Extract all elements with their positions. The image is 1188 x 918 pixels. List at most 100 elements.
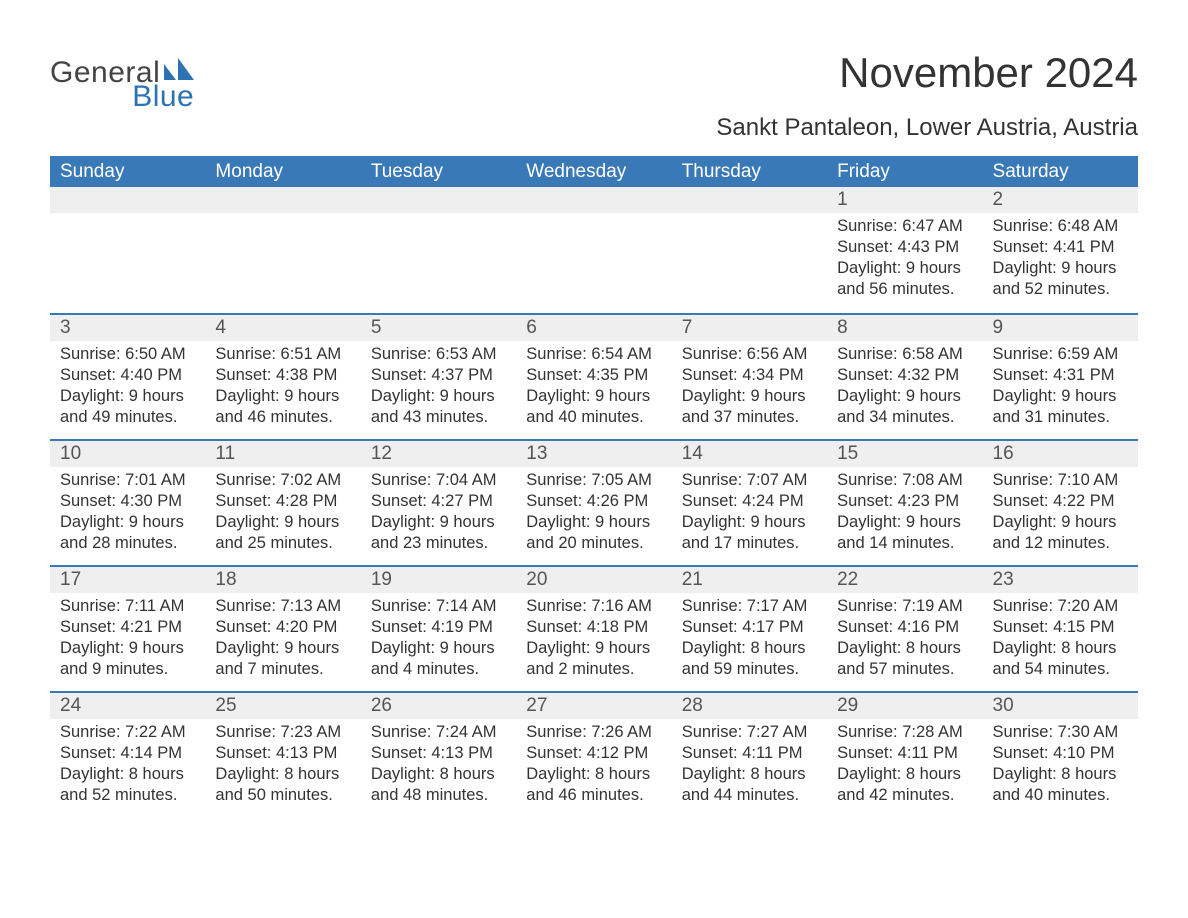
day-body: Sunrise: 6:51 AMSunset: 4:38 PMDaylight:… bbox=[205, 341, 360, 428]
day-number: 5 bbox=[361, 315, 516, 341]
day-number: 16 bbox=[983, 441, 1138, 467]
daylight-line: Daylight: 9 hours and 20 minutes. bbox=[526, 512, 663, 554]
day-body: Sunrise: 7:26 AMSunset: 4:12 PMDaylight:… bbox=[516, 719, 671, 806]
daylight-line: Daylight: 9 hours and 49 minutes. bbox=[60, 386, 197, 428]
daylight-line: Daylight: 9 hours and 14 minutes. bbox=[837, 512, 974, 554]
day-cell bbox=[516, 187, 671, 313]
weeks-container: 1Sunrise: 6:47 AMSunset: 4:43 PMDaylight… bbox=[50, 187, 1138, 817]
sunrise-line: Sunrise: 7:02 AM bbox=[215, 470, 352, 491]
day-cell: 14Sunrise: 7:07 AMSunset: 4:24 PMDayligh… bbox=[672, 441, 827, 565]
calendar: SundayMondayTuesdayWednesdayThursdayFrid… bbox=[50, 156, 1138, 817]
day-body: Sunrise: 7:17 AMSunset: 4:17 PMDaylight:… bbox=[672, 593, 827, 680]
day-body: Sunrise: 7:23 AMSunset: 4:13 PMDaylight:… bbox=[205, 719, 360, 806]
day-number: 18 bbox=[205, 567, 360, 593]
empty-day-header bbox=[205, 187, 360, 213]
daylight-line: Daylight: 9 hours and 46 minutes. bbox=[215, 386, 352, 428]
sunset-line: Sunset: 4:13 PM bbox=[371, 743, 508, 764]
day-cell: 8Sunrise: 6:58 AMSunset: 4:32 PMDaylight… bbox=[827, 315, 982, 439]
empty-day-header bbox=[516, 187, 671, 213]
daylight-line: Daylight: 8 hours and 40 minutes. bbox=[993, 764, 1130, 806]
week-row: 10Sunrise: 7:01 AMSunset: 4:30 PMDayligh… bbox=[50, 439, 1138, 565]
weekday-header-cell: Thursday bbox=[672, 161, 827, 183]
empty-day-header bbox=[361, 187, 516, 213]
sunrise-line: Sunrise: 7:08 AM bbox=[837, 470, 974, 491]
day-body: Sunrise: 6:50 AMSunset: 4:40 PMDaylight:… bbox=[50, 341, 205, 428]
day-body: Sunrise: 7:20 AMSunset: 4:15 PMDaylight:… bbox=[983, 593, 1138, 680]
day-body: Sunrise: 7:28 AMSunset: 4:11 PMDaylight:… bbox=[827, 719, 982, 806]
day-cell bbox=[672, 187, 827, 313]
brand-logo: General Blue bbox=[50, 56, 194, 114]
title-block: November 2024 Sankt Pantaleon, Lower Aus… bbox=[716, 50, 1138, 142]
daylight-line: Daylight: 9 hours and 40 minutes. bbox=[526, 386, 663, 428]
sunrise-line: Sunrise: 7:13 AM bbox=[215, 596, 352, 617]
day-number: 27 bbox=[516, 693, 671, 719]
sunset-line: Sunset: 4:31 PM bbox=[993, 365, 1130, 386]
day-number: 24 bbox=[50, 693, 205, 719]
daylight-line: Daylight: 9 hours and 9 minutes. bbox=[60, 638, 197, 680]
sunset-line: Sunset: 4:10 PM bbox=[993, 743, 1130, 764]
day-cell: 10Sunrise: 7:01 AMSunset: 4:30 PMDayligh… bbox=[50, 441, 205, 565]
page-title: November 2024 bbox=[716, 50, 1138, 96]
brand-text-2: Blue bbox=[132, 80, 194, 114]
day-number: 28 bbox=[672, 693, 827, 719]
page: General Blue November 2024 Sankt Pantale… bbox=[0, 0, 1188, 817]
sunset-line: Sunset: 4:11 PM bbox=[837, 743, 974, 764]
day-number: 23 bbox=[983, 567, 1138, 593]
sunrise-line: Sunrise: 7:24 AM bbox=[371, 722, 508, 743]
sunset-line: Sunset: 4:21 PM bbox=[60, 617, 197, 638]
day-cell: 28Sunrise: 7:27 AMSunset: 4:11 PMDayligh… bbox=[672, 693, 827, 817]
sunset-line: Sunset: 4:22 PM bbox=[993, 491, 1130, 512]
day-cell bbox=[361, 187, 516, 313]
day-cell: 21Sunrise: 7:17 AMSunset: 4:17 PMDayligh… bbox=[672, 567, 827, 691]
day-number: 3 bbox=[50, 315, 205, 341]
day-number: 4 bbox=[205, 315, 360, 341]
day-number: 14 bbox=[672, 441, 827, 467]
day-number: 26 bbox=[361, 693, 516, 719]
day-number: 30 bbox=[983, 693, 1138, 719]
sunrise-line: Sunrise: 7:30 AM bbox=[993, 722, 1130, 743]
day-cell: 7Sunrise: 6:56 AMSunset: 4:34 PMDaylight… bbox=[672, 315, 827, 439]
day-cell: 1Sunrise: 6:47 AMSunset: 4:43 PMDaylight… bbox=[827, 187, 982, 313]
sunset-line: Sunset: 4:40 PM bbox=[60, 365, 197, 386]
sunset-line: Sunset: 4:43 PM bbox=[837, 237, 974, 258]
day-cell: 12Sunrise: 7:04 AMSunset: 4:27 PMDayligh… bbox=[361, 441, 516, 565]
weekday-header-cell: Saturday bbox=[983, 161, 1138, 183]
weekday-header-row: SundayMondayTuesdayWednesdayThursdayFrid… bbox=[50, 156, 1138, 187]
daylight-line: Daylight: 9 hours and 52 minutes. bbox=[993, 258, 1130, 300]
daylight-line: Daylight: 8 hours and 42 minutes. bbox=[837, 764, 974, 806]
day-body: Sunrise: 7:10 AMSunset: 4:22 PMDaylight:… bbox=[983, 467, 1138, 554]
day-body: Sunrise: 7:11 AMSunset: 4:21 PMDaylight:… bbox=[50, 593, 205, 680]
day-number: 21 bbox=[672, 567, 827, 593]
sunrise-line: Sunrise: 7:07 AM bbox=[682, 470, 819, 491]
sunrise-line: Sunrise: 6:48 AM bbox=[993, 216, 1130, 237]
daylight-line: Daylight: 9 hours and 4 minutes. bbox=[371, 638, 508, 680]
day-cell: 27Sunrise: 7:26 AMSunset: 4:12 PMDayligh… bbox=[516, 693, 671, 817]
sunset-line: Sunset: 4:19 PM bbox=[371, 617, 508, 638]
sunrise-line: Sunrise: 6:54 AM bbox=[526, 344, 663, 365]
day-body: Sunrise: 6:54 AMSunset: 4:35 PMDaylight:… bbox=[516, 341, 671, 428]
sunrise-line: Sunrise: 7:05 AM bbox=[526, 470, 663, 491]
sunrise-line: Sunrise: 7:04 AM bbox=[371, 470, 508, 491]
daylight-line: Daylight: 8 hours and 59 minutes. bbox=[682, 638, 819, 680]
day-number: 22 bbox=[827, 567, 982, 593]
day-number: 19 bbox=[361, 567, 516, 593]
day-number: 1 bbox=[827, 187, 982, 213]
sunset-line: Sunset: 4:28 PM bbox=[215, 491, 352, 512]
sunrise-line: Sunrise: 7:20 AM bbox=[993, 596, 1130, 617]
daylight-line: Daylight: 9 hours and 7 minutes. bbox=[215, 638, 352, 680]
daylight-line: Daylight: 8 hours and 57 minutes. bbox=[837, 638, 974, 680]
day-body: Sunrise: 7:13 AMSunset: 4:20 PMDaylight:… bbox=[205, 593, 360, 680]
day-number: 29 bbox=[827, 693, 982, 719]
day-cell: 23Sunrise: 7:20 AMSunset: 4:15 PMDayligh… bbox=[983, 567, 1138, 691]
sunrise-line: Sunrise: 7:01 AM bbox=[60, 470, 197, 491]
day-body: Sunrise: 6:47 AMSunset: 4:43 PMDaylight:… bbox=[827, 213, 982, 300]
day-number: 13 bbox=[516, 441, 671, 467]
day-body: Sunrise: 7:07 AMSunset: 4:24 PMDaylight:… bbox=[672, 467, 827, 554]
week-row: 17Sunrise: 7:11 AMSunset: 4:21 PMDayligh… bbox=[50, 565, 1138, 691]
sunrise-line: Sunrise: 7:17 AM bbox=[682, 596, 819, 617]
daylight-line: Daylight: 9 hours and 31 minutes. bbox=[993, 386, 1130, 428]
daylight-line: Daylight: 8 hours and 46 minutes. bbox=[526, 764, 663, 806]
day-body: Sunrise: 7:24 AMSunset: 4:13 PMDaylight:… bbox=[361, 719, 516, 806]
day-number: 9 bbox=[983, 315, 1138, 341]
sunset-line: Sunset: 4:11 PM bbox=[682, 743, 819, 764]
